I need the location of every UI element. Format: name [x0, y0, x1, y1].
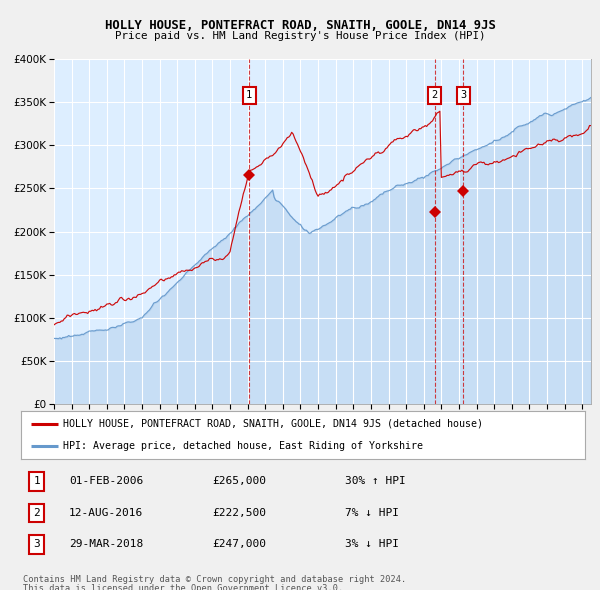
Text: 01-FEB-2006: 01-FEB-2006: [69, 477, 143, 487]
Text: 1: 1: [34, 477, 40, 487]
Text: 2: 2: [431, 90, 437, 100]
Text: HPI: Average price, detached house, East Riding of Yorkshire: HPI: Average price, detached house, East…: [64, 441, 424, 451]
Text: 3: 3: [460, 90, 466, 100]
Text: £247,000: £247,000: [213, 539, 267, 549]
Text: 7% ↓ HPI: 7% ↓ HPI: [346, 508, 400, 518]
Text: £265,000: £265,000: [213, 477, 267, 487]
Text: HOLLY HOUSE, PONTEFRACT ROAD, SNAITH, GOOLE, DN14 9JS: HOLLY HOUSE, PONTEFRACT ROAD, SNAITH, GO…: [104, 19, 496, 32]
Text: This data is licensed under the Open Government Licence v3.0.: This data is licensed under the Open Gov…: [23, 584, 343, 590]
Text: 30% ↑ HPI: 30% ↑ HPI: [346, 477, 406, 487]
Text: 2: 2: [34, 508, 40, 518]
Text: 3: 3: [34, 539, 40, 549]
Text: £222,500: £222,500: [213, 508, 267, 518]
Text: Price paid vs. HM Land Registry's House Price Index (HPI): Price paid vs. HM Land Registry's House …: [115, 31, 485, 41]
Text: 12-AUG-2016: 12-AUG-2016: [69, 508, 143, 518]
Text: 1: 1: [246, 90, 252, 100]
Text: 29-MAR-2018: 29-MAR-2018: [69, 539, 143, 549]
Text: Contains HM Land Registry data © Crown copyright and database right 2024.: Contains HM Land Registry data © Crown c…: [23, 575, 406, 584]
Text: HOLLY HOUSE, PONTEFRACT ROAD, SNAITH, GOOLE, DN14 9JS (detached house): HOLLY HOUSE, PONTEFRACT ROAD, SNAITH, GO…: [64, 419, 484, 429]
Text: 3% ↓ HPI: 3% ↓ HPI: [346, 539, 400, 549]
